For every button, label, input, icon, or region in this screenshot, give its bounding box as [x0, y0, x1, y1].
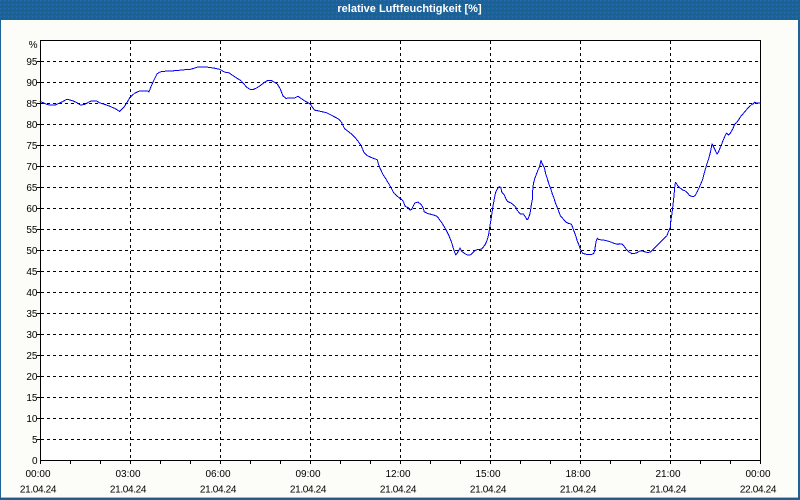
svg-text:45: 45	[26, 267, 38, 278]
svg-text:18:00: 18:00	[565, 469, 590, 480]
svg-text:50: 50	[26, 246, 38, 257]
svg-text:90: 90	[26, 78, 38, 89]
svg-text:21.04.24: 21.04.24	[110, 485, 147, 496]
svg-text:12:00: 12:00	[385, 469, 410, 480]
svg-text:25: 25	[26, 351, 38, 362]
svg-text:30: 30	[26, 330, 38, 341]
svg-text:35: 35	[26, 309, 38, 320]
svg-text:10: 10	[26, 414, 38, 425]
svg-text:21.04.24: 21.04.24	[20, 485, 57, 496]
svg-text:85: 85	[26, 99, 38, 110]
svg-text:%: %	[29, 40, 38, 51]
svg-text:15:00: 15:00	[475, 469, 500, 480]
svg-text:75: 75	[26, 141, 38, 152]
svg-text:21.04.24: 21.04.24	[200, 485, 237, 496]
svg-text:06:00: 06:00	[205, 469, 230, 480]
svg-text:21:00: 21:00	[655, 469, 680, 480]
svg-text:21.04.24: 21.04.24	[650, 485, 687, 496]
svg-text:21.04.24: 21.04.24	[560, 485, 597, 496]
svg-text:55: 55	[26, 225, 38, 236]
svg-text:95: 95	[26, 57, 38, 68]
svg-text:15: 15	[26, 393, 38, 404]
svg-text:65: 65	[26, 183, 38, 194]
svg-text:60: 60	[26, 204, 38, 215]
svg-text:70: 70	[26, 162, 38, 173]
svg-text:00:00: 00:00	[25, 469, 50, 480]
svg-text:03:00: 03:00	[115, 469, 140, 480]
svg-text:20: 20	[26, 372, 38, 383]
svg-text:5: 5	[32, 435, 38, 446]
svg-text:80: 80	[26, 120, 38, 131]
svg-text:21.04.24: 21.04.24	[380, 485, 417, 496]
svg-text:0: 0	[32, 456, 38, 467]
svg-text:21.04.24: 21.04.24	[290, 485, 327, 496]
svg-text:22.04.24: 22.04.24	[740, 485, 777, 496]
svg-text:00:00: 00:00	[745, 469, 770, 480]
svg-text:relative Luftfeuchtigkeit [%]: relative Luftfeuchtigkeit [%]	[337, 3, 482, 15]
svg-text:21.04.24: 21.04.24	[470, 485, 507, 496]
svg-text:40: 40	[26, 288, 38, 299]
svg-text:09:00: 09:00	[295, 469, 320, 480]
